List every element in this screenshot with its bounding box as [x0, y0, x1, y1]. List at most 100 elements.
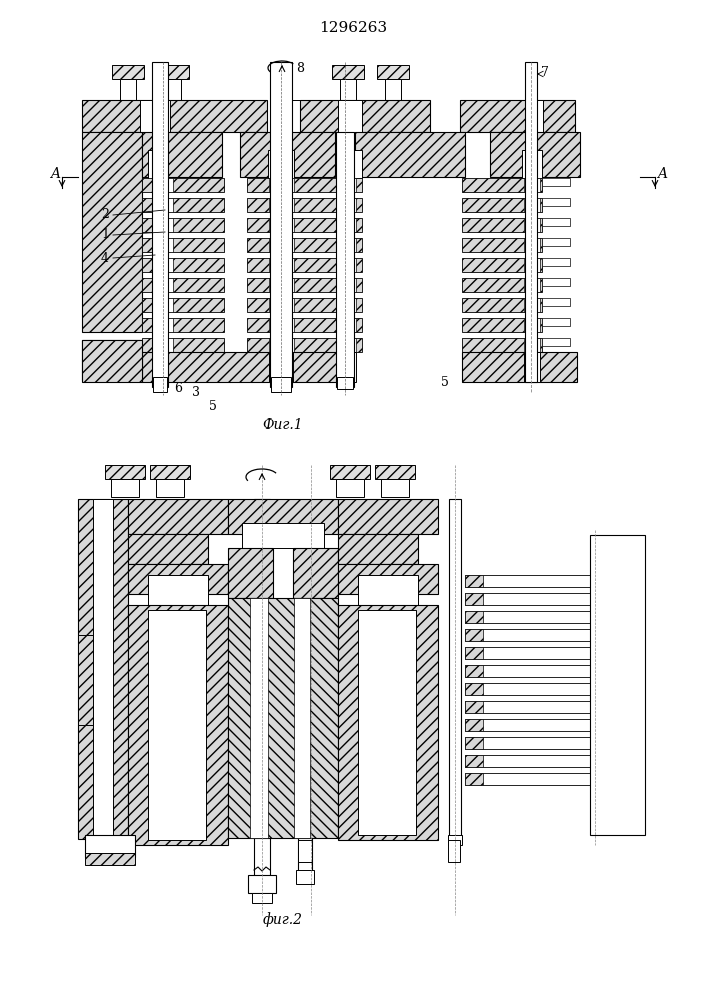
Bar	[271, 377, 291, 392]
Bar	[294, 598, 310, 838]
Text: Фиг.1: Фиг.1	[263, 418, 303, 432]
Bar	[462, 218, 542, 232]
Bar	[248, 875, 276, 893]
Bar	[465, 683, 483, 695]
Bar	[298, 840, 312, 862]
Bar	[128, 564, 228, 594]
Bar	[300, 100, 430, 132]
Bar	[338, 534, 418, 564]
Bar	[142, 132, 222, 177]
Text: 5: 5	[441, 375, 449, 388]
Bar	[336, 298, 356, 312]
Bar	[522, 150, 542, 178]
Bar	[142, 352, 337, 382]
Bar	[542, 338, 570, 346]
Bar	[153, 377, 167, 392]
Bar	[228, 548, 273, 598]
Bar	[542, 258, 570, 266]
Bar	[336, 338, 356, 352]
Bar	[465, 773, 615, 785]
Bar	[465, 575, 483, 587]
Bar	[375, 465, 415, 479]
Bar	[462, 198, 542, 212]
Bar	[462, 298, 542, 312]
Bar	[150, 465, 190, 479]
Bar	[142, 198, 224, 212]
Bar	[247, 178, 362, 192]
Bar	[155, 338, 173, 352]
Bar	[465, 629, 483, 641]
Bar	[155, 198, 173, 212]
Bar	[465, 665, 615, 677]
Bar	[293, 548, 338, 598]
Bar	[240, 132, 335, 177]
Bar	[269, 238, 294, 252]
Bar	[449, 499, 461, 839]
Bar	[338, 499, 438, 534]
Bar	[542, 278, 570, 286]
Bar	[120, 79, 136, 101]
Bar	[465, 755, 483, 767]
Bar	[462, 278, 542, 292]
Bar	[268, 150, 294, 180]
Bar	[336, 352, 356, 382]
Bar	[148, 150, 166, 180]
Bar	[524, 198, 540, 212]
Bar	[460, 100, 575, 132]
Bar	[337, 377, 353, 389]
Bar	[148, 575, 208, 795]
Bar	[524, 218, 540, 232]
Bar	[148, 610, 206, 840]
Bar	[155, 218, 173, 232]
Bar	[269, 218, 294, 232]
Bar	[336, 258, 356, 272]
Bar	[155, 278, 173, 292]
Bar	[252, 893, 272, 903]
Bar	[142, 298, 224, 312]
Bar	[296, 870, 314, 884]
Bar	[542, 178, 570, 186]
Bar	[336, 218, 356, 232]
Bar	[336, 198, 356, 212]
Bar	[525, 62, 537, 382]
Bar	[269, 298, 294, 312]
Bar	[338, 100, 362, 132]
Bar	[82, 340, 142, 382]
Bar	[524, 298, 540, 312]
Bar	[128, 605, 228, 845]
Bar	[338, 564, 438, 594]
Bar	[78, 499, 128, 839]
Bar	[525, 100, 543, 132]
Bar	[465, 593, 615, 605]
Bar	[448, 835, 462, 845]
Bar	[247, 318, 362, 332]
Bar	[254, 499, 270, 879]
Bar	[524, 258, 540, 272]
Bar	[336, 479, 364, 497]
Bar	[270, 100, 302, 132]
Bar	[338, 605, 438, 840]
Bar	[142, 278, 224, 292]
Text: 6: 6	[174, 381, 182, 394]
Bar	[85, 835, 135, 857]
Bar	[385, 79, 401, 101]
Bar	[524, 338, 540, 352]
Bar	[542, 198, 570, 206]
Bar	[465, 701, 615, 713]
Bar	[128, 534, 208, 564]
Bar	[330, 465, 370, 479]
Bar	[142, 178, 224, 192]
Bar	[93, 499, 113, 839]
Text: 7: 7	[541, 66, 549, 79]
Text: A: A	[657, 167, 667, 181]
Bar	[247, 238, 362, 252]
Text: 8: 8	[296, 62, 304, 75]
Bar	[524, 352, 540, 382]
Bar	[247, 258, 362, 272]
Bar	[465, 737, 483, 749]
Bar	[465, 647, 615, 659]
Bar	[142, 218, 224, 232]
Bar	[490, 132, 580, 177]
Bar	[336, 178, 356, 192]
Bar	[524, 318, 540, 332]
